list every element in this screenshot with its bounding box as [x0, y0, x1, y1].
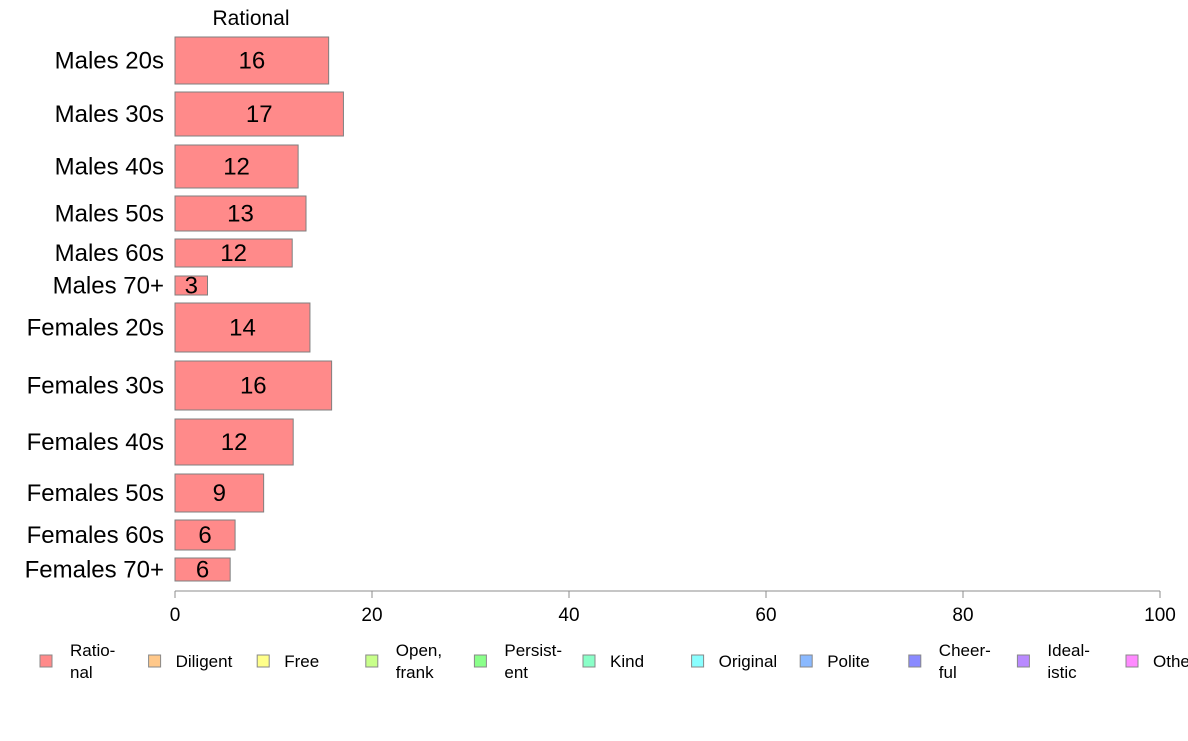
legend-label: Kind [610, 652, 644, 671]
legend-swatch [582, 654, 596, 668]
legend-swatch [1016, 654, 1030, 668]
category-label: Males 30s [55, 101, 164, 128]
bar [174, 238, 293, 268]
x-tick-label: 60 [755, 605, 776, 626]
category-label: Males 20s [55, 48, 164, 75]
legend-label: istic [1047, 663, 1077, 682]
chart-title: Rational [212, 7, 289, 30]
bar-value-label: 16 [240, 373, 267, 400]
category-label: Males 50s [55, 201, 164, 228]
bar-value-label: 3 [185, 273, 198, 300]
bar [174, 557, 231, 582]
category-label: Females 30s [27, 373, 164, 400]
category-label: Females 50s [27, 480, 164, 507]
bar-value-label: 12 [220, 240, 247, 267]
bar [174, 473, 265, 513]
bar-value-label: 16 [238, 48, 265, 75]
x-tick-label: 80 [952, 605, 973, 626]
legend-label: Cheer- [939, 641, 991, 660]
category-label: Females 20s [27, 315, 164, 342]
legend-swatch [908, 654, 922, 668]
legend-label: Persist- [504, 641, 562, 660]
bar [174, 36, 330, 85]
bar-value-label: 13 [227, 201, 254, 228]
bar [174, 91, 344, 137]
category-label: Females 60s [27, 522, 164, 549]
legend-label: nal [70, 663, 93, 682]
bar-value-label: 6 [198, 522, 211, 549]
legend-label: Original [719, 652, 778, 671]
legend-swatch [1125, 654, 1139, 668]
bar [174, 360, 333, 411]
x-tick-label: 40 [558, 605, 579, 626]
bar [174, 144, 299, 189]
category-label: Males 40s [55, 154, 164, 181]
bar-value-label: 12 [223, 154, 250, 181]
legend-label: ent [504, 663, 528, 682]
legend-label: frank [396, 663, 434, 682]
bar [174, 195, 307, 232]
bar [174, 275, 209, 296]
legend-label: ful [939, 663, 957, 682]
bar-value-label: 6 [196, 557, 209, 584]
legend-swatch [256, 654, 270, 668]
category-label: Females 70+ [25, 557, 164, 584]
category-label: Females 40s [27, 429, 164, 456]
bar [174, 302, 311, 353]
bar [174, 418, 294, 466]
legend-swatch [365, 654, 379, 668]
legend-swatch [473, 654, 487, 668]
legend-swatch [148, 654, 162, 668]
x-tick-label: 20 [361, 605, 382, 626]
x-tick-label: 100 [1144, 605, 1176, 626]
bar-value-label: 12 [221, 429, 248, 456]
x-tick-label: 0 [170, 605, 181, 626]
bar-value-label: 9 [213, 480, 226, 507]
bar-value-label: 14 [229, 315, 256, 342]
legend-label: Ratio- [70, 641, 115, 660]
legend-label: Diligent [176, 652, 233, 671]
category-label: Males 70+ [53, 273, 164, 300]
bar-value-label: 17 [246, 101, 273, 128]
legend-label: Ideal- [1047, 641, 1090, 660]
legend-label: Polite [827, 652, 870, 671]
category-label: Males 60s [55, 240, 164, 267]
legend-swatch [691, 654, 705, 668]
legend-label: Free [284, 652, 319, 671]
legend-label: Other [1153, 652, 1188, 671]
legend-swatch [39, 654, 53, 668]
bar [174, 519, 236, 551]
legend-swatch [799, 654, 813, 668]
legend-label: Open, [396, 641, 442, 660]
